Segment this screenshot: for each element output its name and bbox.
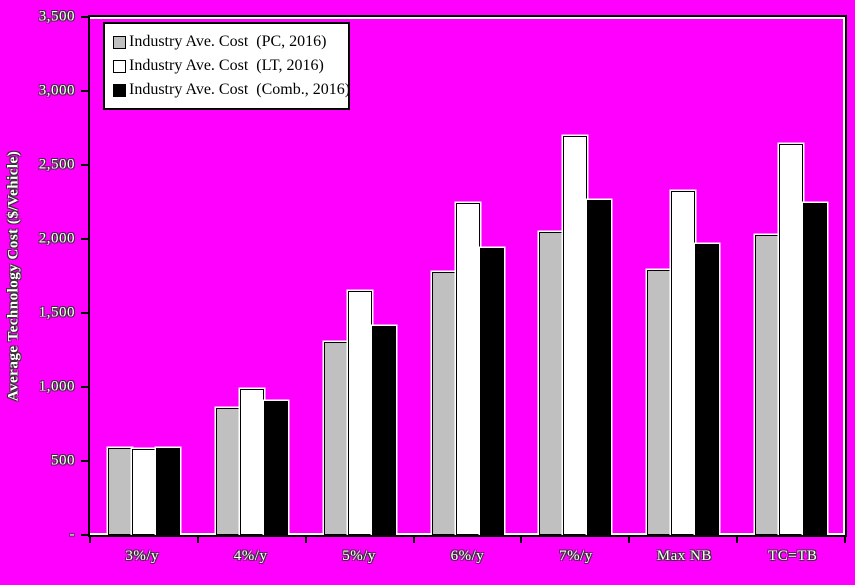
bar (587, 199, 612, 535)
legend-label: Industry Ave. Cost (Comb., 2016) (129, 81, 351, 98)
bar (455, 203, 480, 535)
legend-swatch-icon (113, 35, 126, 49)
bar-group (414, 17, 522, 535)
bar-group (306, 17, 414, 535)
y-tick-label: 3,500 (38, 8, 75, 25)
y-tick-label: 1,000 (38, 378, 75, 395)
plot-area (88, 15, 847, 537)
bar (695, 244, 720, 535)
bar (539, 231, 564, 535)
bar (215, 408, 240, 535)
legend-item: Industry Ave. Cost (LT, 2016) (113, 57, 340, 75)
x-category-label: 3%/y (125, 548, 160, 564)
x-category-label: Max NB (656, 548, 712, 564)
y-tick-mark (81, 164, 88, 166)
y-tick-mark (81, 386, 88, 388)
y-tick-label: 2,000 (38, 230, 75, 247)
bar (371, 325, 396, 535)
bar-group (521, 17, 629, 535)
bar-group (198, 17, 306, 535)
bar (155, 448, 180, 535)
x-category-label: 4%/y (233, 548, 268, 564)
x-category-label: 5%/y (342, 548, 376, 564)
bar-group (90, 17, 198, 535)
legend-label: Industry Ave. Cost (LT, 2016) (129, 57, 324, 74)
x-category-label: 6%/y (450, 548, 485, 564)
y-tick-label: - (69, 526, 75, 543)
bar (131, 449, 156, 535)
bar (779, 144, 804, 535)
x-tick-mark (304, 537, 307, 543)
x-category-label: 7%/y (559, 548, 593, 564)
bar-group (629, 17, 737, 535)
x-tick-mark (520, 537, 523, 543)
bar (347, 290, 372, 535)
legend-swatch-icon (113, 83, 126, 97)
bar (263, 401, 288, 535)
y-tick-label: 3,000 (38, 82, 75, 99)
x-tick-mark (844, 537, 846, 543)
bar-group (737, 17, 845, 535)
bar (239, 389, 264, 535)
x-category-label: TC=TB (768, 548, 818, 564)
bar-groups (90, 17, 845, 535)
bar (479, 247, 504, 535)
x-tick-mark (196, 537, 199, 543)
y-tick-mark (81, 312, 88, 314)
x-tick-mark (89, 537, 91, 543)
x-tick-mark (628, 537, 631, 543)
legend-item: Industry Ave. Cost (Comb., 2016) (113, 81, 350, 99)
y-axis-tick-labels: 3,500 3,000 2,500 2,000 1,500 1,000 500 - (0, 0, 80, 585)
bar (323, 341, 348, 535)
bar (803, 203, 828, 535)
legend-item: Industry Ave. Cost (PC, 2016) (113, 33, 340, 51)
bar (563, 136, 588, 535)
bar (647, 270, 672, 535)
bar (755, 234, 780, 535)
legend: Industry Ave. Cost (PC, 2016) Industry Av… (103, 22, 350, 110)
y-tick-mark (81, 238, 88, 240)
y-tick-label: 2,500 (38, 156, 75, 173)
legend-label: Industry Ave. Cost (PC, 2016) (129, 33, 327, 50)
y-tick-mark (81, 90, 88, 92)
bar (107, 447, 132, 535)
bar (671, 190, 696, 535)
y-tick-label: 500 (51, 452, 75, 469)
x-tick-mark (736, 537, 739, 543)
y-tick-mark (81, 16, 88, 18)
y-tick-mark (81, 460, 88, 462)
x-tick-mark (412, 537, 415, 543)
y-tick-label: 1,500 (38, 304, 75, 321)
bar (431, 272, 456, 535)
legend-swatch-icon (113, 59, 126, 73)
x-axis-category-labels: 3%/y 4%/y 5%/y 6%/y 7%/y Max NB TC=TB (88, 548, 847, 572)
y-tick-mark (81, 534, 88, 536)
